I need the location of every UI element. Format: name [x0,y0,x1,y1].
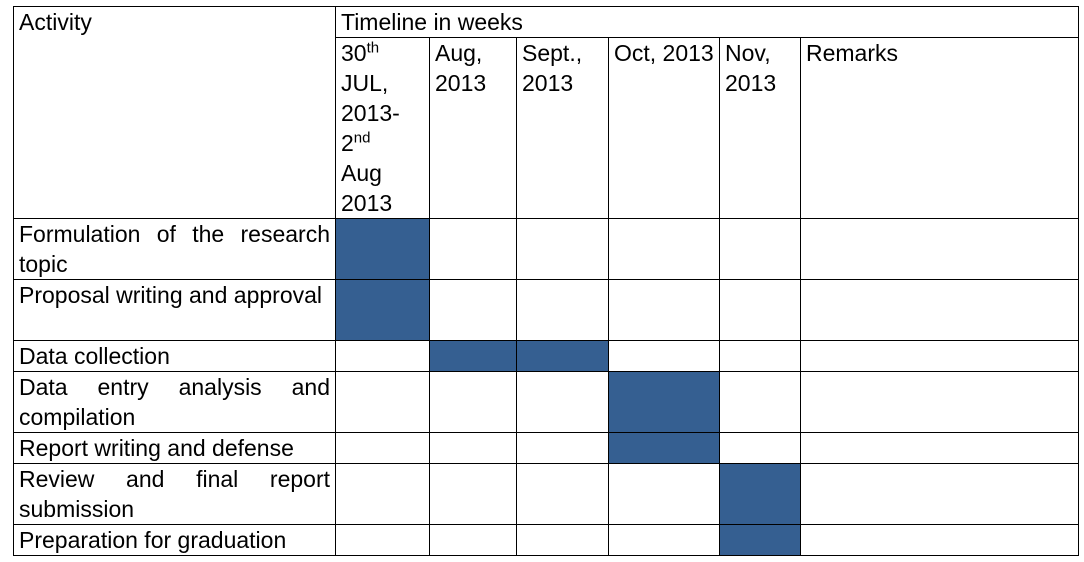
text: 2 [341,130,354,156]
text: Aug 2013 [341,160,393,216]
header-cell: Sept., 2013 [516,37,609,219]
superscript: nd [353,129,371,147]
header-cell: Oct, 2013 [608,37,720,219]
timeline-table: Activity Timeline in weeks 30th JUL, 2013… [13,6,1079,556]
activity-cell: Data entry analysis and compilation [13,371,336,433]
activity-cell: Proposal writing and approval [13,279,336,341]
activity-cell: Report writing and defense [13,432,336,464]
activity-cell: Data collection [13,340,336,372]
header-cell: Activity [13,6,336,219]
text: 30 [341,40,367,66]
header-cell: Remarks [800,37,1079,219]
superscript: th [366,39,380,57]
header-cell: Nov, 2013 [719,37,801,219]
activity-cell: Formulation of the research topic [13,218,336,280]
header-cell: Aug, 2013 [429,37,517,219]
activity-cell: Review and final report submission [13,463,336,525]
header-cell: 30th JUL, 2013- 2nd Aug 2013 [335,37,430,219]
activity-cell: Preparation for graduation [13,524,336,556]
header-cell: Timeline in weeks [335,6,1079,38]
text: JUL, 2013- [341,70,400,126]
